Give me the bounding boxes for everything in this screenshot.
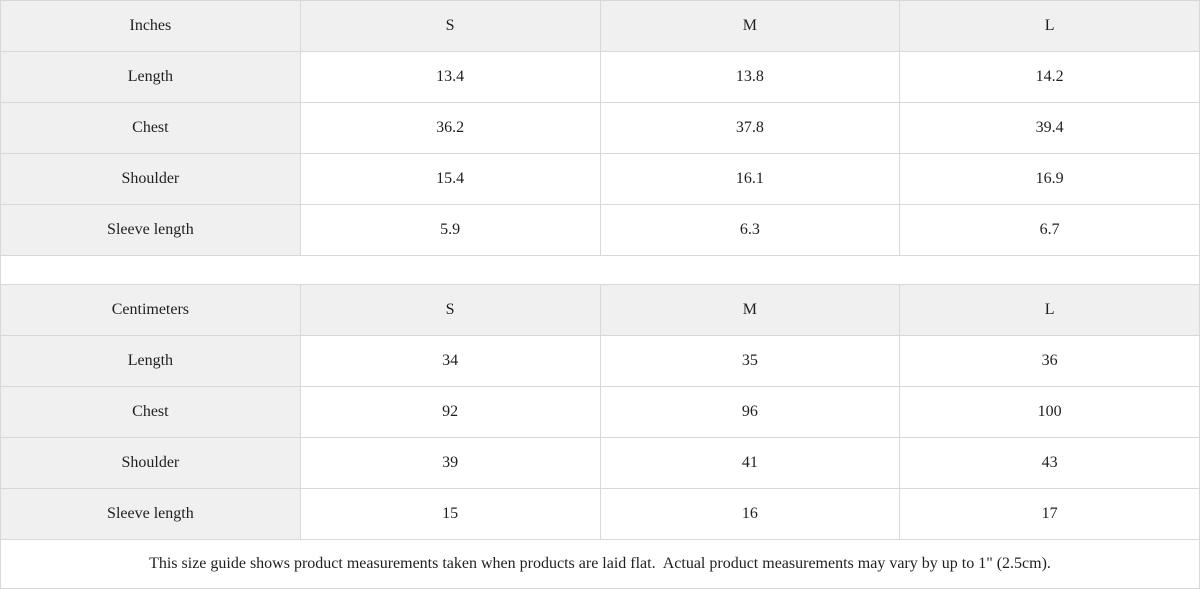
measurement-label-cell: Chest [0, 102, 301, 154]
measurement-value-cell: 96 [599, 386, 901, 438]
measurement-value-cell: 39.4 [899, 102, 1200, 154]
table-row: Shoulder 39 41 43 [0, 437, 1200, 489]
table-row: Chest 92 96 100 [0, 386, 1200, 438]
size-header-cell-l: L [899, 0, 1200, 52]
size-header-cell-s: S [299, 284, 601, 336]
size-header-cell-m: M [599, 284, 901, 336]
measurement-value-cell: 35 [599, 335, 901, 387]
footnote-row: This size guide shows product measuremen… [0, 539, 1200, 589]
measurement-label-cell: Length [0, 335, 301, 387]
measurement-value-cell: 36.2 [299, 102, 601, 154]
measurement-value-cell: 17 [899, 488, 1200, 540]
measurement-value-cell: 13.8 [599, 51, 901, 103]
measurement-value-cell: 36 [899, 335, 1200, 387]
table-row: Length 13.4 13.8 14.2 [0, 51, 1200, 103]
measurement-value-cell: 13.4 [299, 51, 601, 103]
measurement-value-cell: 37.8 [599, 102, 901, 154]
size-header-cell-s: S [299, 0, 601, 52]
centimeters-header-row: Centimeters S M L [0, 284, 1200, 336]
measurement-label-cell: Length [0, 51, 301, 103]
table-row: Shoulder 15.4 16.1 16.9 [0, 153, 1200, 205]
table-row: Chest 36.2 37.8 39.4 [0, 102, 1200, 154]
unit-header-cell: Inches [0, 0, 301, 52]
measurement-label-cell: Shoulder [0, 437, 301, 489]
measurement-label-cell: Sleeve length [0, 488, 301, 540]
size-header-cell-l: L [899, 284, 1200, 336]
measurement-value-cell: 6.7 [899, 204, 1200, 256]
measurement-value-cell: 6.3 [599, 204, 901, 256]
measurement-value-cell: 43 [899, 437, 1200, 489]
table-row: Sleeve length 5.9 6.3 6.7 [0, 204, 1200, 256]
size-header-cell-m: M [599, 0, 901, 52]
section-spacer-cell [0, 255, 1200, 285]
measurement-label-cell: Chest [0, 386, 301, 438]
measurement-label-cell: Shoulder [0, 153, 301, 205]
measurement-value-cell: 15.4 [299, 153, 601, 205]
measurement-value-cell: 39 [299, 437, 601, 489]
measurement-value-cell: 15 [299, 488, 601, 540]
unit-header-cell: Centimeters [0, 284, 301, 336]
measurement-value-cell: 5.9 [299, 204, 601, 256]
inches-header-row: Inches S M L [0, 0, 1200, 52]
footnote-text: This size guide shows product measuremen… [0, 539, 1200, 589]
measurement-value-cell: 14.2 [899, 51, 1200, 103]
table-row: Sleeve length 15 16 17 [0, 488, 1200, 540]
measurement-value-cell: 100 [899, 386, 1200, 438]
measurement-value-cell: 92 [299, 386, 601, 438]
table-row: Length 34 35 36 [0, 335, 1200, 387]
measurement-value-cell: 16.1 [599, 153, 901, 205]
measurement-value-cell: 41 [599, 437, 901, 489]
measurement-value-cell: 34 [299, 335, 601, 387]
measurement-label-cell: Sleeve length [0, 204, 301, 256]
measurement-value-cell: 16 [599, 488, 901, 540]
measurement-value-cell: 16.9 [899, 153, 1200, 205]
section-spacer-row [0, 255, 1200, 285]
